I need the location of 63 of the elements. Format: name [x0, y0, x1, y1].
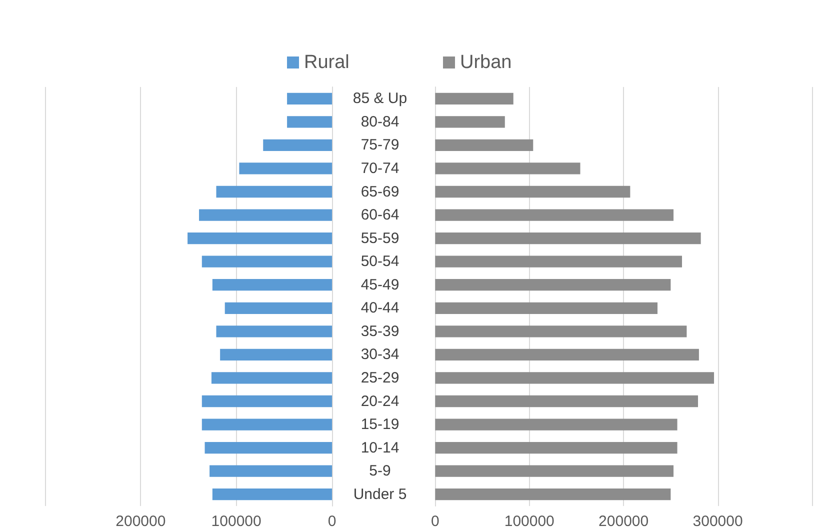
- bar: [435, 372, 714, 384]
- y-tick-label: 85 & Up: [352, 90, 408, 108]
- bar: [202, 256, 332, 268]
- bar: [435, 116, 505, 128]
- bar: [435, 92, 514, 104]
- bar: [220, 348, 332, 361]
- bar: [287, 116, 332, 128]
- x-tick-label: 200000: [116, 513, 166, 530]
- bar: [211, 372, 332, 384]
- y-tick-label: 5-9: [369, 462, 391, 480]
- bar: [239, 162, 332, 174]
- y-tick-label: 30-34: [360, 346, 400, 364]
- y-tick-label: 45-49: [360, 276, 400, 294]
- y-tick-label: 40-44: [360, 300, 400, 317]
- bar: [199, 209, 332, 221]
- y-tick-label: 10-14: [360, 439, 400, 456]
- y-tick-label: 75-79: [360, 136, 400, 154]
- legend-label: Urban: [460, 52, 512, 73]
- bar: [435, 302, 658, 314]
- bar: [212, 488, 332, 500]
- y-tick-label: 65-69: [360, 183, 400, 200]
- bar: [435, 395, 698, 408]
- y-tick-label: 60-64: [360, 206, 400, 224]
- x-tick-label: 0: [431, 513, 440, 530]
- bar: [435, 139, 534, 152]
- bar: [435, 209, 674, 221]
- y-tick-label: 20-24: [360, 392, 400, 410]
- x-tick-label: 0: [328, 513, 336, 530]
- bar: [435, 326, 687, 338]
- y-tick-label: 70-74: [360, 160, 400, 177]
- bar: [435, 186, 630, 198]
- x-tick-label: 100000: [504, 513, 554, 530]
- bar: [435, 348, 699, 361]
- y-tick-label: 15-19: [360, 416, 400, 434]
- bar: [202, 395, 332, 408]
- bar: [216, 326, 332, 338]
- bar: [224, 302, 332, 314]
- bar: [435, 256, 682, 268]
- y-tick-label: Under 5: [353, 486, 407, 503]
- bar: [202, 418, 332, 430]
- bar: [204, 442, 332, 454]
- x-tick-label: 100000: [211, 513, 262, 530]
- legend-label: Rural: [304, 52, 350, 73]
- y-tick-label: 55-59: [360, 230, 400, 247]
- bar: [435, 488, 671, 500]
- bar: [188, 232, 332, 244]
- y-tick-label: 25-29: [360, 369, 400, 386]
- bar: [435, 418, 678, 430]
- bar: [263, 139, 332, 152]
- bar: [210, 465, 332, 477]
- y-tick-label: 50-54: [360, 253, 400, 270]
- bar: [435, 279, 671, 291]
- bar: [435, 465, 674, 477]
- bar: [435, 442, 678, 454]
- bar: [212, 279, 332, 291]
- x-tick-label: 200000: [598, 513, 649, 530]
- y-tick-label: 80-84: [360, 113, 400, 130]
- bar: [216, 186, 332, 198]
- bar: [287, 92, 332, 104]
- x-tick-label: 300000: [692, 513, 743, 530]
- bar: [435, 232, 701, 244]
- y-tick-label: 35-39: [360, 322, 400, 340]
- bar: [435, 162, 580, 174]
